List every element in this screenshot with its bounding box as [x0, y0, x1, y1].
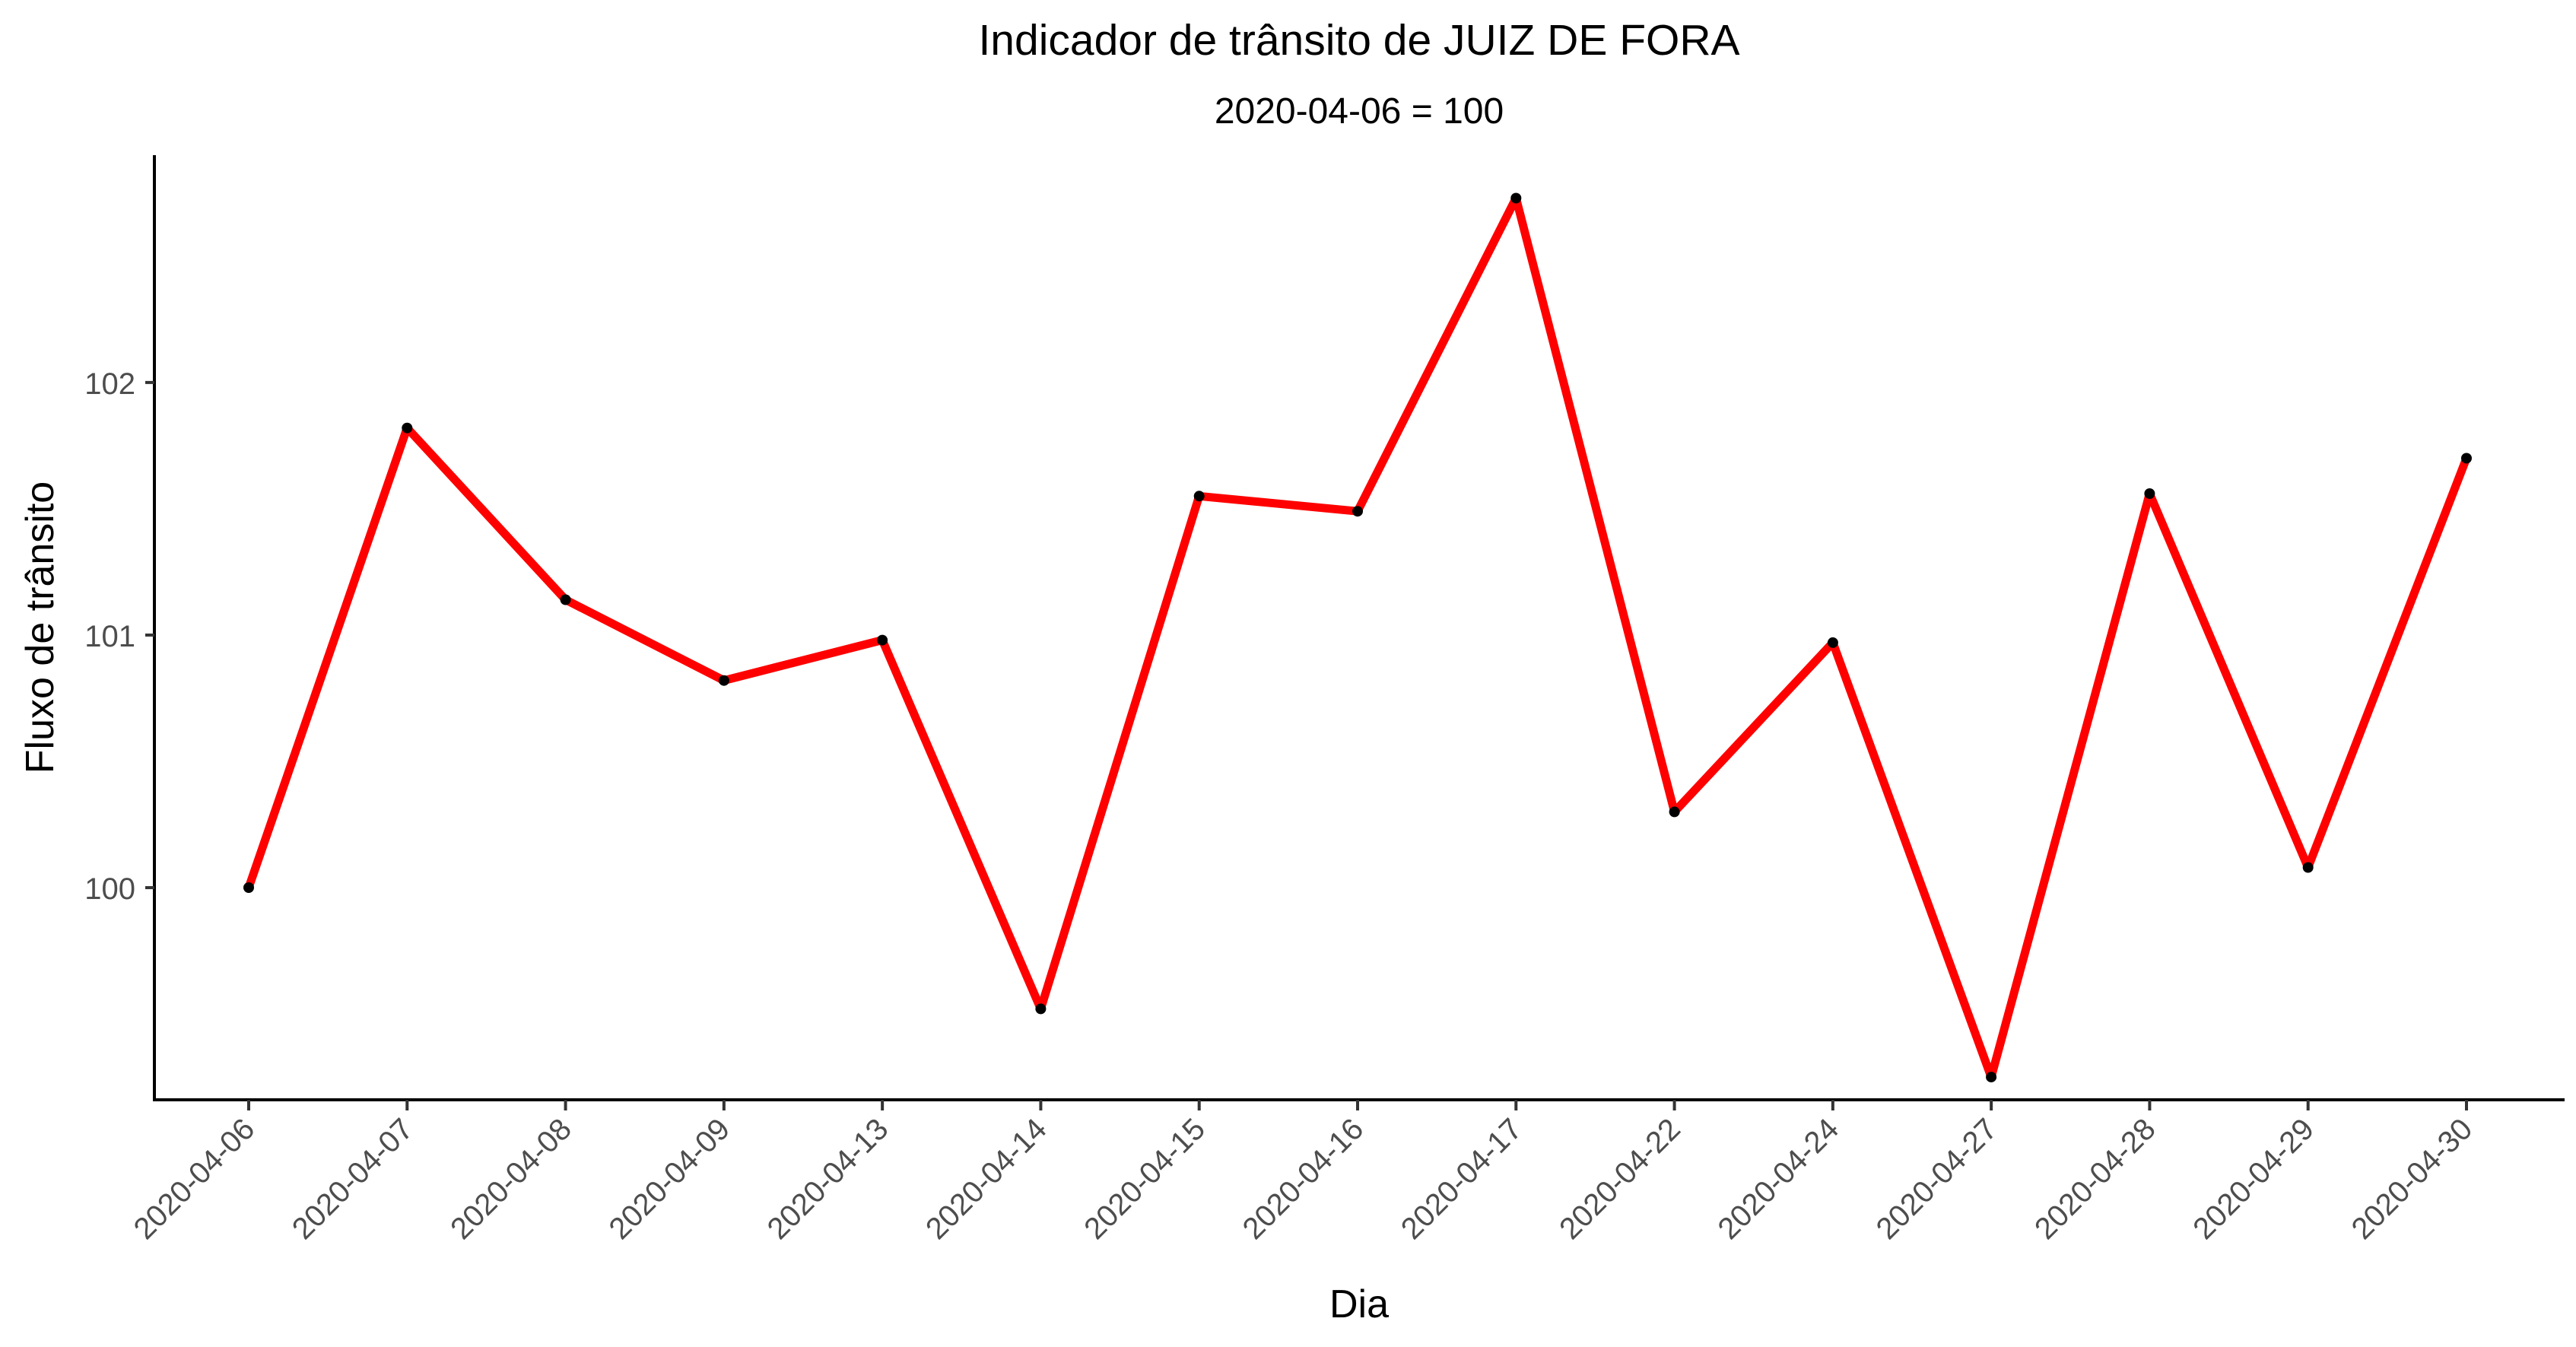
plot-area	[243, 192, 2472, 1083]
chart-title: Indicador de trânsito de JUIZ DE FORA	[978, 16, 1739, 65]
data-point	[243, 882, 254, 893]
data-point	[2302, 862, 2314, 873]
chart-subtitle: 2020-04-06 = 100	[1215, 91, 1504, 132]
y-tick-label: 100	[84, 872, 135, 906]
y-tick-label: 101	[84, 620, 135, 653]
data-point	[1827, 637, 1838, 648]
data-point	[1669, 806, 1680, 818]
data-point	[1193, 491, 1205, 502]
y-axis-title: Fluxo de trânsito	[18, 481, 62, 774]
y-tick-label: 102	[84, 367, 135, 401]
y-axis-ticks: 100 101 102	[84, 367, 154, 906]
data-point	[2144, 488, 2155, 499]
data-point	[402, 422, 413, 434]
data-point	[877, 634, 888, 646]
data-point	[1510, 192, 1522, 204]
x-axis-title: Dia	[1329, 1282, 1389, 1326]
data-point	[560, 594, 571, 605]
data-point	[2461, 453, 2472, 464]
data-point	[1352, 506, 1363, 517]
data-point	[718, 675, 729, 686]
data-point	[1986, 1072, 1997, 1083]
data-point	[1035, 1003, 1047, 1015]
